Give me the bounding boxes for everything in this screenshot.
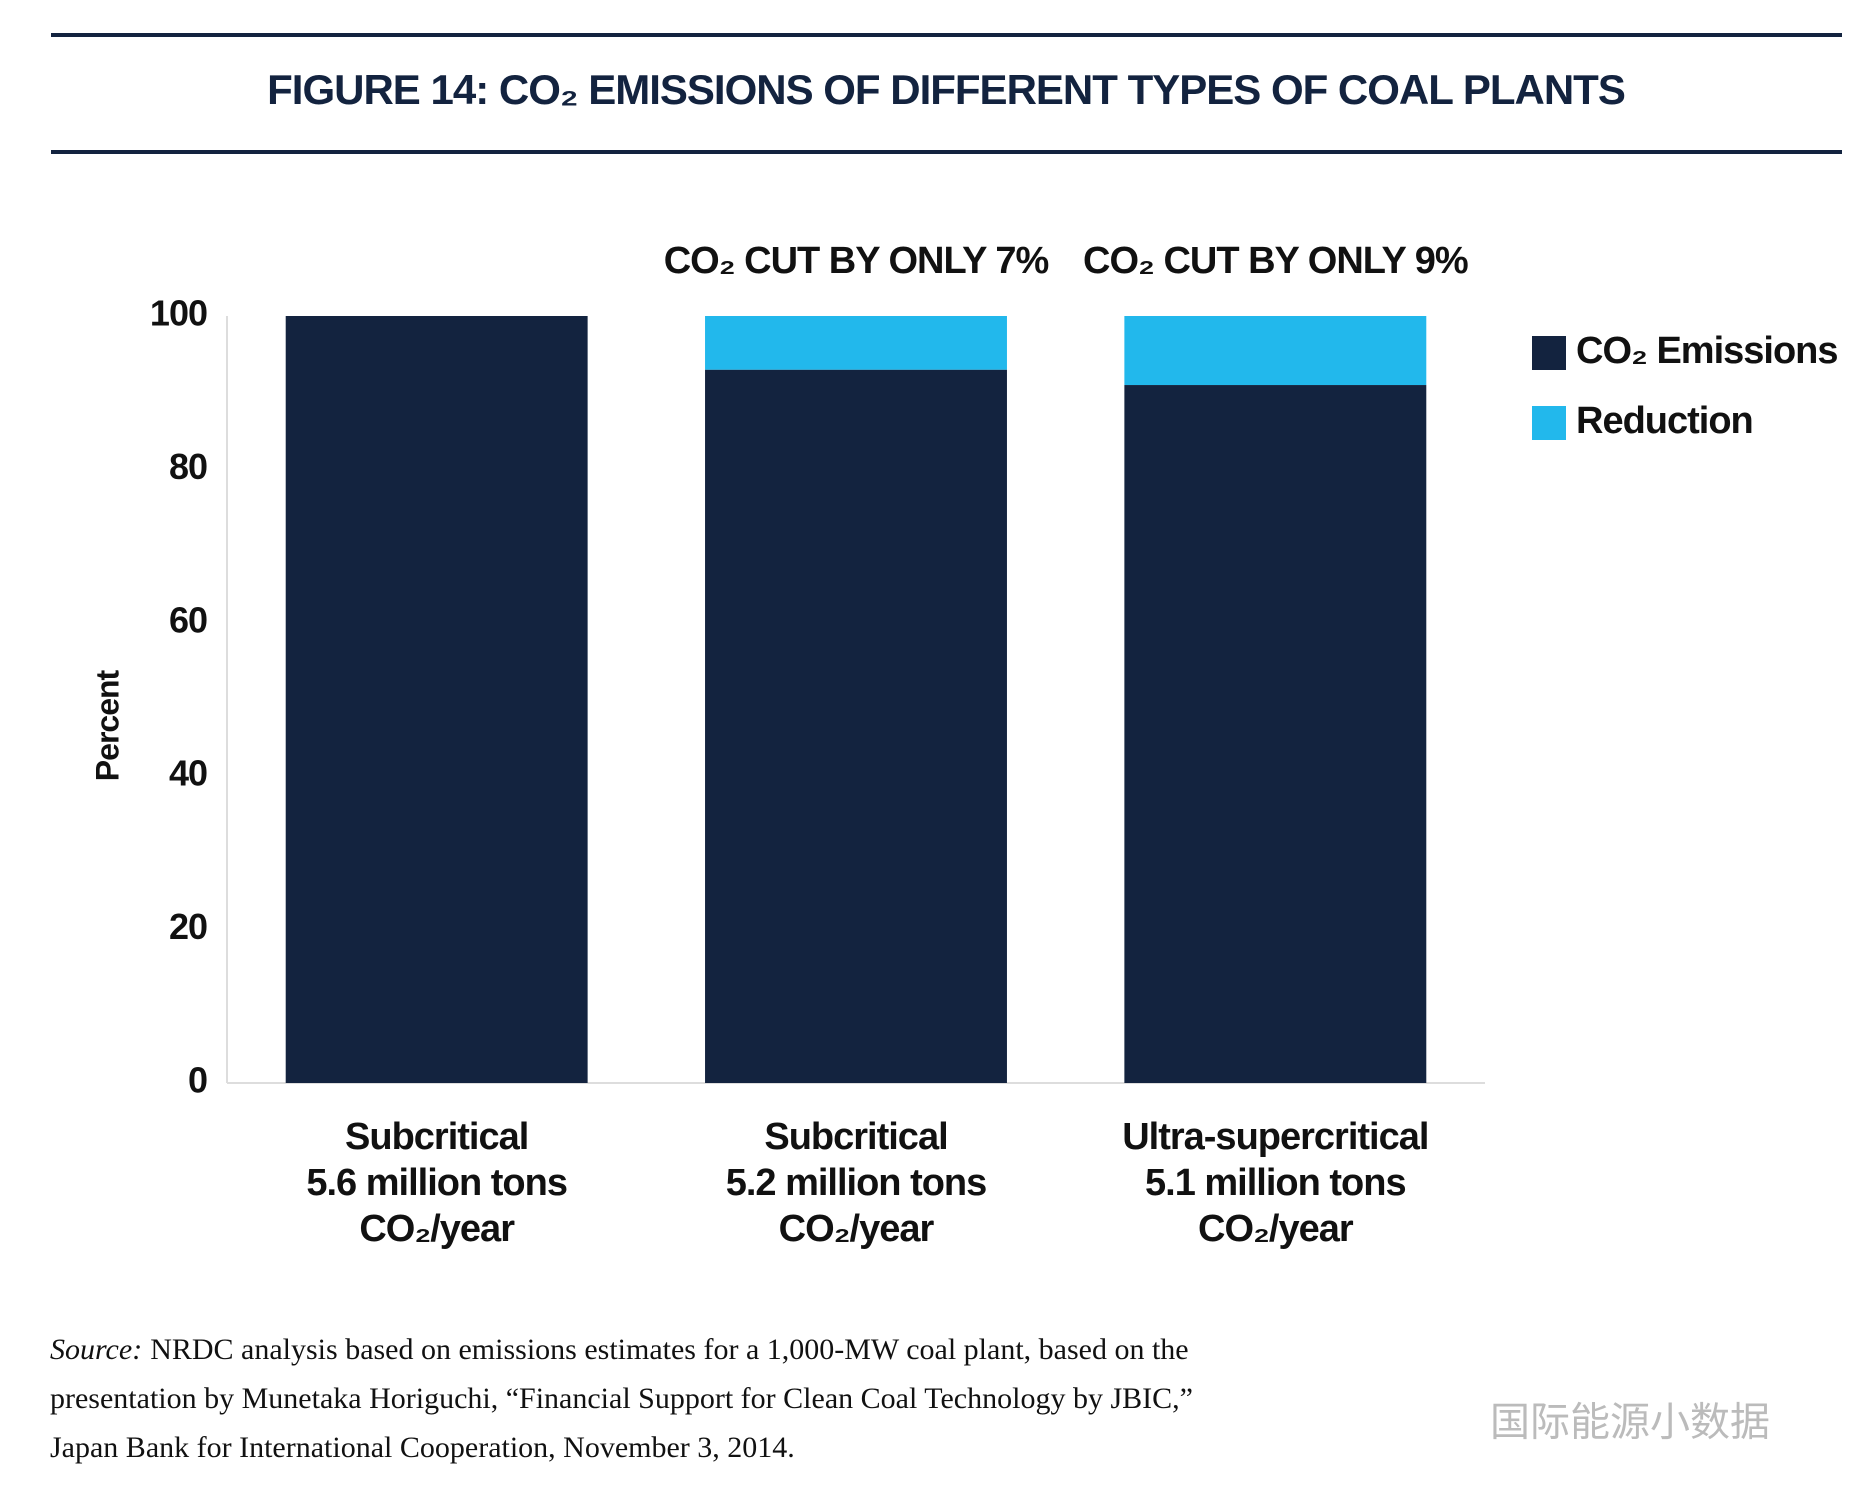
y-axis-label: Percent xyxy=(89,669,125,781)
bar-segment xyxy=(705,369,1007,1083)
y-tick-label: 20 xyxy=(169,906,207,947)
y-tick-label: 100 xyxy=(150,293,207,334)
x-tick-label: Subcritical 5.2 million tons CO₂/year xyxy=(726,1116,987,1250)
x-tick-label-line: CO₂/year xyxy=(359,1208,515,1250)
source-text: NRDC analysis based on emissions estimat… xyxy=(150,1333,1188,1366)
legend-swatch xyxy=(1532,336,1566,370)
watermark: 国际能源小数据 xyxy=(1490,1401,1770,1445)
x-tick-label-line: 5.1 million tons xyxy=(1145,1162,1406,1204)
x-tick-label-line: CO₂/year xyxy=(1198,1208,1354,1250)
legend-swatch xyxy=(1532,406,1566,440)
legend-label: Reduction xyxy=(1576,400,1753,442)
annotation: CO₂ CUT BY ONLY 7% xyxy=(664,240,1049,282)
chart-title: FIGURE 14: CO₂ EMISSIONS OF DIFFERENT TY… xyxy=(267,66,1625,113)
y-tick-label: 40 xyxy=(169,753,207,794)
x-tick-label-line: Ultra-supercritical xyxy=(1122,1116,1428,1158)
y-tick-label: 60 xyxy=(169,599,207,640)
source-line: Source: NRDC analysis based on emissions … xyxy=(50,1333,1189,1366)
bar-segment xyxy=(1124,385,1427,1083)
legend-label: CO₂ Emissions xyxy=(1576,330,1838,372)
x-tick-label-line: Subcritical xyxy=(345,1116,528,1158)
x-tick-label-line: Subcritical xyxy=(764,1116,947,1158)
y-tick-label: 80 xyxy=(169,446,207,487)
annotation: CO₂ CUT BY ONLY 9% xyxy=(1083,240,1468,282)
source-line: Japan Bank for International Cooperation… xyxy=(50,1431,795,1464)
bar-segment xyxy=(285,316,588,1083)
bar-segment xyxy=(1124,316,1427,386)
x-tick-label-line: 5.2 million tons xyxy=(726,1162,987,1204)
x-tick-label: Subcritical 5.6 million tons CO₂/year xyxy=(306,1116,567,1250)
x-tick-label-line: 5.6 million tons xyxy=(306,1162,567,1204)
source-label: Source: xyxy=(50,1333,142,1366)
y-tick-label: 0 xyxy=(188,1060,207,1101)
source-line: presentation by Munetaka Horiguchi, “Fin… xyxy=(50,1382,1193,1415)
x-tick-label: Ultra-supercritical 5.1 million tons CO₂/y… xyxy=(1122,1116,1428,1250)
bar-segment xyxy=(705,316,1007,370)
x-tick-label-line: CO₂/year xyxy=(779,1208,935,1250)
